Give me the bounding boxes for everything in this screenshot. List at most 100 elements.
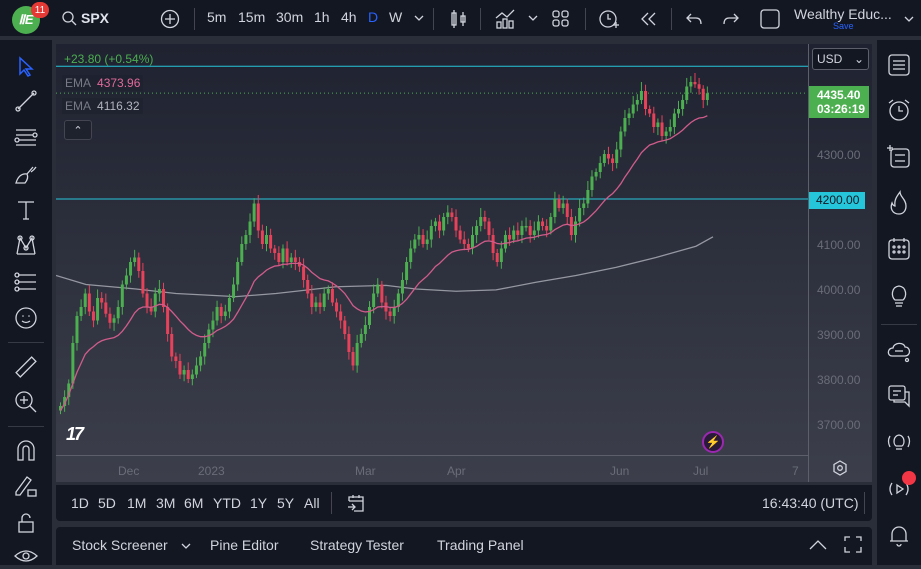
chats-icon[interactable] bbox=[886, 383, 912, 409]
layout-name[interactable]: Wealthy Educ... bbox=[794, 6, 892, 22]
event-bolt-icon[interactable]: ⚡ bbox=[702, 431, 724, 453]
eye-icon[interactable] bbox=[13, 543, 39, 569]
alarm-clock-icon[interactable] bbox=[886, 97, 912, 123]
interval-30m[interactable]: 30m bbox=[276, 9, 304, 25]
emoji-icon[interactable] bbox=[13, 305, 39, 331]
range-5y[interactable]: 5Y bbox=[277, 495, 295, 511]
time-label: 2023 bbox=[198, 464, 225, 478]
chat-cloud-icon[interactable] bbox=[886, 337, 912, 363]
candle-type-icon[interactable] bbox=[450, 9, 468, 29]
right-widget-bar bbox=[877, 40, 921, 565]
ema-slow-legend[interactable]: EMA 4116.32 bbox=[62, 98, 143, 114]
divider bbox=[864, 492, 865, 514]
chevron-down-icon[interactable] bbox=[528, 13, 538, 23]
chevron-down-icon[interactable] bbox=[181, 542, 191, 550]
ema-label: EMA bbox=[65, 99, 92, 113]
divider bbox=[671, 8, 672, 30]
save-button[interactable]: Save bbox=[833, 21, 854, 31]
watchlist-icon[interactable] bbox=[886, 52, 912, 78]
data-window-icon[interactable] bbox=[886, 144, 912, 170]
currency-value: USD bbox=[817, 52, 843, 66]
cursor-icon[interactable] bbox=[13, 54, 39, 80]
price-label: 3900.00 bbox=[817, 328, 861, 342]
tab-trading-panel[interactable]: Trading Panel bbox=[437, 537, 524, 553]
ideas-lightbulb-icon[interactable] bbox=[886, 282, 912, 308]
price-axis[interactable]: 4300.00 4100.00 4000.00 3900.00 3800.00 3700.… bbox=[808, 44, 872, 482]
forecast-icon[interactable] bbox=[13, 269, 39, 295]
timezone-clock[interactable]: 16:43:40 (UTC) bbox=[762, 495, 859, 511]
calendar-icon[interactable] bbox=[886, 236, 912, 262]
pattern-icon[interactable] bbox=[13, 233, 39, 259]
fullscreen-square-icon[interactable] bbox=[760, 9, 780, 29]
interval-D[interactable]: D bbox=[368, 9, 379, 25]
range-6m[interactable]: 6M bbox=[184, 495, 204, 511]
alert-clock-icon[interactable] bbox=[598, 8, 620, 30]
horizontal-lines-icon[interactable] bbox=[13, 124, 39, 150]
compare-add-icon[interactable] bbox=[160, 9, 180, 29]
range-all[interactable]: All bbox=[304, 495, 320, 511]
brush-icon[interactable] bbox=[13, 161, 39, 187]
lock-drawings-icon[interactable] bbox=[13, 473, 39, 499]
tab-strategy-tester[interactable]: Strategy Tester bbox=[310, 537, 404, 553]
currency-select[interactable]: USD ⌄ bbox=[812, 48, 869, 70]
tab-stock-screener[interactable]: Stock Screener bbox=[72, 537, 168, 553]
divider bbox=[194, 8, 195, 30]
range-1y[interactable]: 1Y bbox=[250, 495, 268, 511]
divider bbox=[331, 492, 332, 514]
chevron-down-icon[interactable] bbox=[904, 14, 914, 24]
maximize-panel-icon[interactable] bbox=[844, 535, 862, 553]
replay-icon[interactable] bbox=[639, 11, 657, 27]
interval-4h[interactable]: 4h bbox=[341, 9, 357, 25]
ema-fast-value: 4373.96 bbox=[97, 76, 141, 90]
range-5d[interactable]: 5D bbox=[98, 495, 116, 511]
redo-icon[interactable] bbox=[722, 11, 740, 27]
text-tool-icon[interactable] bbox=[13, 197, 39, 223]
ruler-icon[interactable] bbox=[13, 354, 39, 380]
chevron-down-icon[interactable] bbox=[414, 13, 424, 23]
collapse-legend-button[interactable]: ⌃ bbox=[64, 120, 92, 140]
go-to-date-icon[interactable] bbox=[346, 493, 366, 513]
hotlist-fire-icon[interactable] bbox=[886, 190, 912, 216]
indicators-icon[interactable] bbox=[494, 8, 516, 30]
tab-pine-editor[interactable]: Pine Editor bbox=[210, 537, 279, 553]
price-label: 4100.00 bbox=[817, 238, 861, 252]
drawing-toolbar bbox=[0, 40, 52, 565]
symbol-name: SPX bbox=[81, 10, 110, 26]
range-3m[interactable]: 3M bbox=[156, 495, 176, 511]
interval-1h[interactable]: 1h bbox=[314, 9, 330, 25]
price-chart[interactable] bbox=[56, 44, 808, 455]
notification-badge: 11 bbox=[31, 2, 49, 18]
interval-W[interactable]: W bbox=[389, 9, 403, 25]
time-label: 7 bbox=[792, 464, 799, 478]
symbol-search-button[interactable]: SPX bbox=[62, 10, 109, 26]
divider bbox=[8, 426, 44, 427]
layout-grid-icon[interactable] bbox=[552, 10, 570, 28]
range-1d[interactable]: 1D bbox=[71, 495, 89, 511]
bottom-panel: Stock Screener Pine Editor Strategy Tester… bbox=[56, 527, 872, 565]
time-axis[interactable]: Dec 2023 Mar Apr Jun Jul 7 bbox=[56, 455, 808, 482]
chevron-down-icon: ⌄ bbox=[853, 52, 864, 66]
price-label: 4000.00 bbox=[817, 283, 861, 297]
chart-settings-icon[interactable] bbox=[832, 460, 848, 476]
streams-icon[interactable] bbox=[886, 429, 912, 455]
undo-icon[interactable] bbox=[685, 11, 703, 27]
bar-countdown: 03:26:19 bbox=[817, 102, 866, 116]
range-ytd[interactable]: YTD bbox=[213, 495, 241, 511]
interval-15m[interactable]: 15m bbox=[238, 9, 266, 25]
tradingview-logo[interactable]: 17 bbox=[66, 424, 84, 444]
price-change: +23.80 (+0.54%) bbox=[64, 52, 154, 66]
time-label: Jun bbox=[610, 464, 630, 478]
divider bbox=[433, 8, 434, 30]
magnet-icon[interactable] bbox=[13, 438, 39, 464]
notifications-bell-icon[interactable] bbox=[886, 522, 912, 548]
interval-5m[interactable]: 5m bbox=[207, 9, 227, 25]
chart-pane[interactable]: +23.80 (+0.54%) EMA 4373.96 EMA 4116.32 ⌃ … bbox=[56, 44, 872, 482]
zoom-in-icon[interactable] bbox=[13, 389, 39, 415]
ema-fast-legend[interactable]: EMA 4373.96 bbox=[62, 75, 144, 91]
divider bbox=[585, 8, 586, 30]
range-1m[interactable]: 1M bbox=[127, 495, 147, 511]
trend-line-icon[interactable] bbox=[13, 88, 39, 114]
unlock-icon[interactable] bbox=[13, 510, 39, 536]
current-price: 4435.40 bbox=[817, 88, 861, 102]
expand-panel-icon[interactable] bbox=[808, 538, 828, 552]
